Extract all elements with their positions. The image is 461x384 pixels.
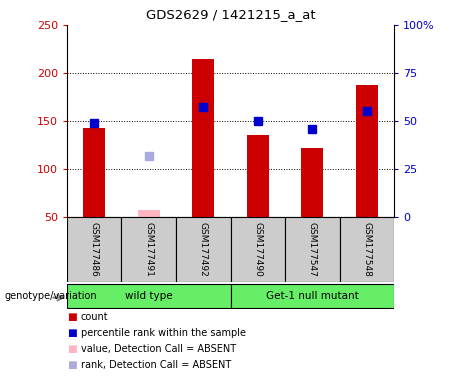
Bar: [83, 128, 105, 217]
Text: percentile rank within the sample: percentile rank within the sample: [81, 328, 246, 338]
Bar: [285, 217, 340, 282]
Text: GSM177491: GSM177491: [144, 222, 153, 276]
Bar: [301, 148, 323, 217]
Text: genotype/variation: genotype/variation: [5, 291, 97, 301]
Bar: [356, 86, 378, 217]
Text: GSM177492: GSM177492: [199, 222, 208, 276]
Bar: [67, 217, 121, 282]
Text: GSM177547: GSM177547: [308, 222, 317, 276]
Bar: [230, 283, 394, 308]
Text: count: count: [81, 312, 108, 322]
Bar: [176, 217, 230, 282]
Text: ■: ■: [67, 328, 77, 338]
Title: GDS2629 / 1421215_a_at: GDS2629 / 1421215_a_at: [146, 8, 315, 21]
Bar: [192, 59, 214, 217]
Text: GSM177486: GSM177486: [89, 222, 99, 276]
Text: wild type: wild type: [125, 291, 172, 301]
Text: ■: ■: [67, 312, 77, 322]
Bar: [247, 136, 269, 217]
Bar: [121, 217, 176, 282]
Text: ■: ■: [67, 344, 77, 354]
Text: Get-1 null mutant: Get-1 null mutant: [266, 291, 359, 301]
Text: GSM177548: GSM177548: [362, 222, 372, 276]
Bar: [138, 210, 160, 217]
Bar: [230, 217, 285, 282]
Bar: [340, 217, 394, 282]
Text: value, Detection Call = ABSENT: value, Detection Call = ABSENT: [81, 344, 236, 354]
Text: ■: ■: [67, 360, 77, 370]
Text: rank, Detection Call = ABSENT: rank, Detection Call = ABSENT: [81, 360, 231, 370]
Bar: [67, 283, 230, 308]
Text: GSM177490: GSM177490: [253, 222, 262, 276]
